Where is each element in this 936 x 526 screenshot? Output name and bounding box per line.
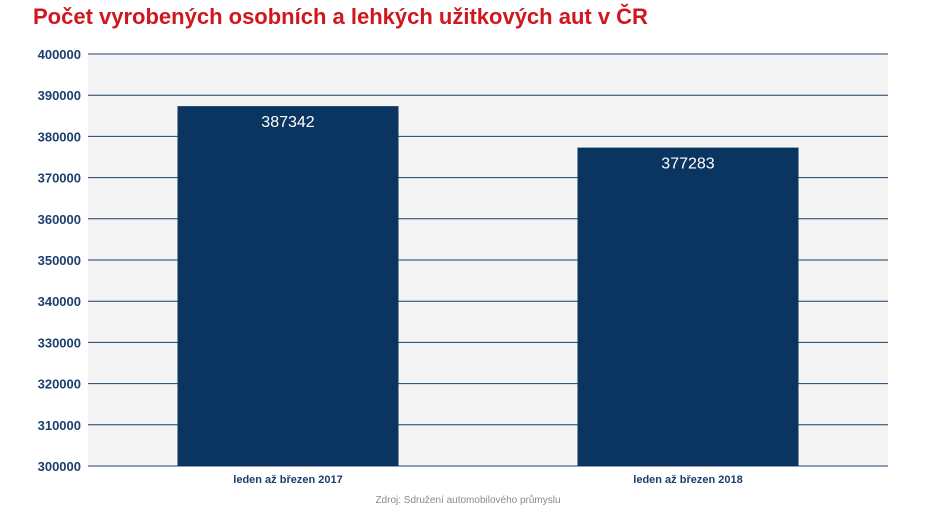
y-tick-label: 300000 [38, 459, 81, 474]
y-tick-label: 340000 [38, 294, 81, 309]
bar [577, 147, 799, 466]
y-tick-label: 400000 [38, 47, 81, 62]
y-tick-label: 330000 [38, 335, 81, 350]
y-tick-label: 360000 [38, 212, 81, 227]
chart-source: Zdroj: Sdružení automobilového průmyslu [375, 495, 561, 506]
y-tick-label: 310000 [38, 418, 81, 433]
bar-value-label: 387342 [261, 114, 314, 131]
y-tick-label: 370000 [38, 171, 81, 186]
y-tick-label: 320000 [38, 377, 81, 392]
bar [177, 106, 399, 466]
bar-value-label: 377283 [661, 156, 714, 173]
x-category-label: leden až březen 2018 [633, 474, 742, 486]
y-tick-label: 350000 [38, 253, 81, 268]
x-category-label: leden až březen 2017 [233, 474, 342, 486]
y-tick-label: 390000 [38, 88, 81, 103]
chart-title: Počet vyrobených osobních a lehkých užit… [33, 4, 648, 29]
y-tick-label: 380000 [38, 129, 81, 144]
